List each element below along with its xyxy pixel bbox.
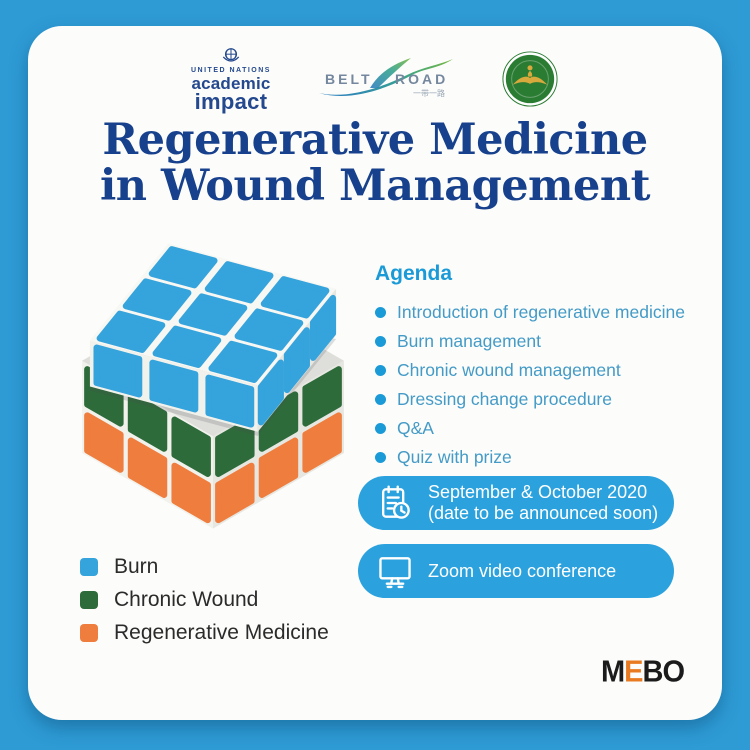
conference-pill-button[interactable]: Zoom video conference: [358, 544, 674, 598]
title-line-1: Regenerative Medicine: [102, 115, 648, 165]
burn-color-swatch: [80, 557, 98, 576]
bullet-icon: [375, 452, 386, 463]
road-word: ROAD: [395, 71, 448, 87]
bullet-icon: [375, 423, 386, 434]
cube-legend: Burn Chronic Wound Regenerative Medicine: [80, 550, 329, 649]
poster-card: UNITED NATIONS academic impact BELT ROAD…: [28, 26, 722, 720]
agenda-section: Agenda Introduction of regenerative medi…: [375, 262, 685, 472]
legend-row-regenerative-medicine: Regenerative Medicine: [80, 616, 329, 649]
brand-letter: M: [600, 655, 625, 689]
date-pill-button[interactable]: September & October 2020 (date to be ann…: [358, 476, 674, 530]
regenerative-medicine-color-swatch: [80, 623, 98, 642]
agenda-item-label: Dressing change procedure: [397, 389, 612, 409]
rubiks-cube-illustration: [82, 243, 344, 529]
un-word-impact: impact: [194, 88, 268, 114]
bullet-icon: [375, 336, 386, 347]
agenda-item-label: Chronic wound management: [397, 360, 621, 380]
legend-label: Chronic Wound: [114, 587, 259, 611]
agenda-item: Dressing change procedure: [375, 385, 685, 414]
belt-and-road-logo: BELT ROAD 一带一路: [318, 58, 453, 98]
brand-letter: O: [662, 655, 685, 689]
monitor-icon: [379, 557, 411, 589]
legend-row-burn: Burn: [80, 550, 329, 583]
un-emblem-icon: [222, 48, 240, 62]
calendar-clock-icon: [382, 485, 410, 519]
agenda-heading: Agenda: [375, 262, 453, 285]
bullet-icon: [375, 394, 386, 405]
page-title: Regenerative Medicine in Wound Managemen…: [28, 115, 722, 211]
belt-road-leaf: [369, 58, 411, 89]
agenda-item-label: Introduction of regenerative medicine: [397, 302, 685, 322]
legend-row-chronic-wound: Chronic Wound: [80, 583, 329, 616]
un-academic-impact-logo: UNITED NATIONS academic impact: [191, 46, 271, 113]
un-small-caps: UNITED NATIONS: [191, 67, 271, 74]
agenda-item: Chronic wound management: [375, 356, 685, 385]
date-line-1: September & October 2020: [428, 482, 648, 503]
date-line-2: (date to be announced soon): [428, 503, 659, 523]
brand-letter: B: [642, 655, 663, 689]
agenda-item: Q&A: [375, 414, 685, 443]
bullet-icon: [375, 365, 386, 376]
mebo-logo: MEBO: [600, 655, 685, 690]
logos-row: UNITED NATIONS academic impact BELT ROAD…: [28, 46, 722, 113]
bullet-icon: [375, 307, 386, 318]
green-circular-emblem-icon: [502, 51, 558, 107]
conference-pill-text: Zoom video conference: [428, 560, 617, 581]
belt-word: BELT: [325, 71, 373, 87]
agenda-item-label: Burn management: [397, 331, 541, 351]
title-line-2: in Wound Management: [99, 160, 651, 211]
legend-label: Regenerative Medicine: [114, 620, 329, 644]
un-word-academic: academic: [191, 73, 271, 93]
belt-road-subtitle: 一带一路: [413, 88, 445, 98]
agenda-item: Introduction of regenerative medicine: [375, 298, 685, 327]
date-pill-text: September & October 2020 (date to be ann…: [428, 482, 658, 524]
agenda-item-label: Q&A: [397, 418, 434, 438]
agenda-item-label: Quiz with prize: [397, 447, 512, 467]
chronic-wound-color-swatch: [80, 590, 98, 609]
legend-label: Burn: [114, 554, 159, 578]
agenda-item: Quiz with prize: [375, 443, 685, 472]
agenda-item: Burn management: [375, 327, 685, 356]
brand-letter: E: [624, 655, 643, 689]
